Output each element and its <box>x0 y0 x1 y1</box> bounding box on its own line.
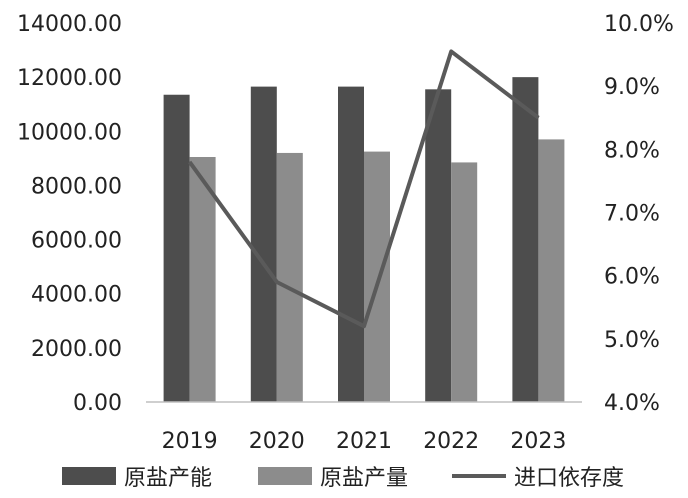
legend-label-import: 进口依存度 <box>514 466 624 491</box>
left-tick-label: 4000.00 <box>31 283 122 308</box>
bar-output-2020 <box>276 152 303 402</box>
legend-swatch-output <box>258 467 312 485</box>
right-tick-label: 6.0% <box>604 265 660 290</box>
legend: 原盐产能 原盐产量 进口依存度 <box>62 466 624 491</box>
bar-output-2019 <box>189 157 216 402</box>
bar-capacity-2021 <box>338 86 364 402</box>
x-tick-label: 2019 <box>162 429 218 454</box>
left-axis-ticks: 0.00 2000.00 4000.00 6000.00 8000.00 10000.00… <box>17 12 122 416</box>
left-tick-label: 8000.00 <box>31 174 122 199</box>
line-layer <box>187 49 540 329</box>
import-dependency-point-2022 <box>450 50 452 52</box>
left-tick-label: 12000.00 <box>17 66 122 91</box>
bar-output-2023 <box>538 139 565 402</box>
legend-swatch-capacity <box>62 467 116 485</box>
bar-capacity-2020 <box>250 86 277 402</box>
right-tick-label: 9.0% <box>604 75 660 100</box>
import-dependency-point-2020 <box>276 281 278 283</box>
import-dependency-point-2019 <box>189 161 191 163</box>
left-tick-label: 2000.00 <box>31 337 122 362</box>
left-tick-label: 10000.00 <box>17 120 122 145</box>
right-tick-label: 8.0% <box>604 138 660 163</box>
right-tick-label: 10.0% <box>604 12 674 37</box>
import-dependency-point-2023 <box>537 117 539 119</box>
right-axis-ticks: 4.0% 5.0% 6.0% 7.0% 8.0% 9.0% 10.0% <box>604 12 674 416</box>
legend-label-output: 原盐产量 <box>320 466 408 491</box>
bar-output-2021 <box>364 151 390 402</box>
right-tick-label: 4.0% <box>604 391 660 416</box>
bar-output-2022 <box>451 162 478 402</box>
import-dependency-point-2021 <box>363 325 365 327</box>
x-tick-label: 2021 <box>336 429 392 454</box>
legend-label-capacity: 原盐产能 <box>124 466 212 491</box>
right-tick-label: 7.0% <box>604 202 660 227</box>
x-axis-ticks: 2019 2020 2021 2022 2023 <box>162 429 567 454</box>
bars-layer <box>163 77 565 403</box>
left-tick-label: 6000.00 <box>31 229 122 254</box>
x-tick-label: 2022 <box>423 429 479 454</box>
x-tick-label: 2020 <box>249 429 305 454</box>
bar-capacity-2023 <box>512 77 539 403</box>
x-tick-label: 2023 <box>510 429 566 454</box>
bar-capacity-2022 <box>425 89 452 402</box>
right-tick-label: 5.0% <box>604 328 660 353</box>
left-tick-label: 14000.00 <box>17 12 122 37</box>
bar-capacity-2019 <box>163 94 190 402</box>
left-tick-label: 0.00 <box>73 391 122 416</box>
